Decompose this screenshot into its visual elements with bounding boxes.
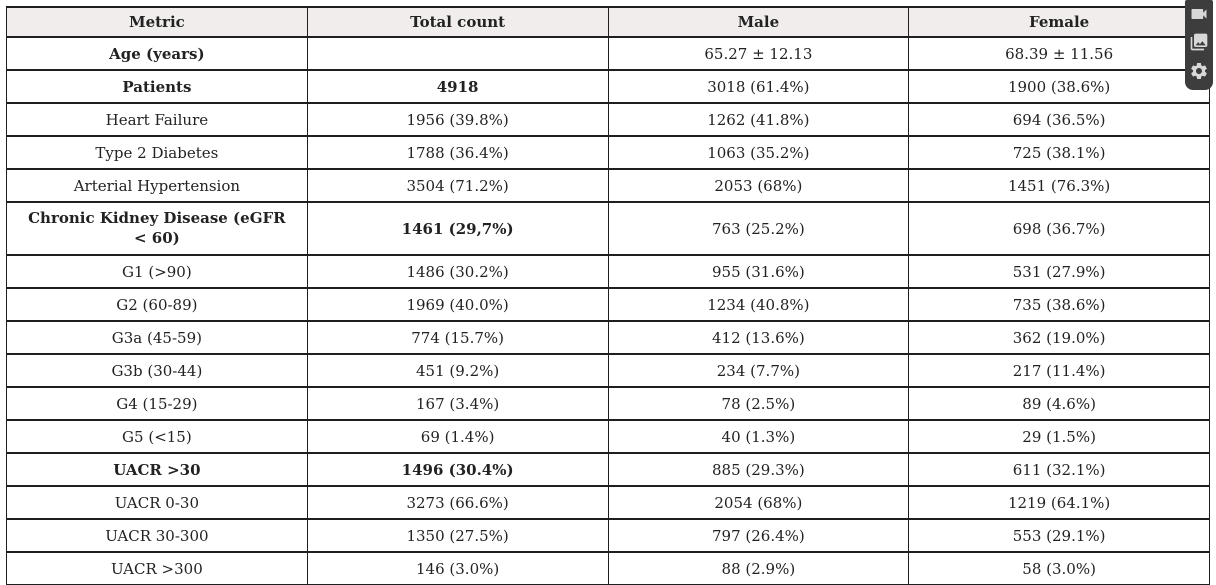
cell-total: 1350 (27.5%) [306, 518, 609, 553]
cell-male: 2053 (68%) [607, 168, 910, 203]
table-row: UACR >300 146 (3.0%) 88 (2.9%) 58 (3.0%) [6, 551, 1210, 585]
cell-metric: G2 (60-89) [6, 287, 308, 322]
cell-metric: UACR 30-300 [6, 518, 308, 553]
table-row: UACR >30 1496 (30.4%) 885 (29.3%) 611 (3… [6, 452, 1210, 487]
cell-total: 1956 (39.8%) [306, 102, 609, 137]
cell-female: 611 (32.1%) [908, 452, 1210, 487]
cell-female: 1451 (76.3%) [908, 168, 1210, 203]
cell-metric: G3a (45-59) [6, 320, 308, 355]
table-row: G2 (60-89) 1969 (40.0%) 1234 (40.8%) 735… [6, 287, 1210, 322]
settings-gear-icon [1189, 61, 1209, 84]
cell-male: 955 (31.6%) [607, 254, 910, 289]
cell-metric: G3b (30-44) [6, 353, 308, 388]
table-row: Patients 4918 3018 (61.4%) 1900 (38.6%) [6, 69, 1210, 104]
image-gallery-button[interactable] [1187, 32, 1211, 56]
cell-female: 29 (1.5%) [908, 419, 1210, 454]
cell-total: 451 (9.2%) [306, 353, 609, 388]
cell-total: 774 (15.7%) [306, 320, 609, 355]
cell-female: 89 (4.6%) [908, 386, 1210, 421]
table-row: Chronic Kidney Disease (eGFR < 60) 1461 … [6, 201, 1210, 256]
cell-female: 531 (27.9%) [908, 254, 1210, 289]
table-row: G3b (30-44) 451 (9.2%) 234 (7.7%) 217 (1… [6, 353, 1210, 388]
cell-female: 1219 (64.1%) [908, 485, 1210, 520]
cell-metric: Patients [6, 69, 308, 104]
cell-metric: Arterial Hypertension [6, 168, 308, 203]
cell-male: 412 (13.6%) [607, 320, 910, 355]
cell-total: 1461 (29,7%) [306, 201, 609, 256]
cell-female: 735 (38.6%) [908, 287, 1210, 322]
cell-metric: Heart Failure [6, 102, 308, 137]
cell-male: 78 (2.5%) [607, 386, 910, 421]
column-header-total-count: Total count [306, 6, 609, 38]
cell-metric: UACR 0-30 [6, 485, 308, 520]
cell-total: 3273 (66.6%) [306, 485, 609, 520]
cell-metric: UACR >30 [6, 452, 308, 487]
cell-metric: UACR >300 [6, 551, 308, 585]
cell-metric: G4 (15-29) [6, 386, 308, 421]
cell-male: 2054 (68%) [607, 485, 910, 520]
video-button[interactable] [1187, 3, 1211, 27]
cell-male: 885 (29.3%) [607, 452, 910, 487]
column-header-metric: Metric [6, 6, 308, 38]
table-row: G3a (45-59) 774 (15.7%) 412 (13.6%) 362 … [6, 320, 1210, 355]
cell-total: 167 (3.4%) [306, 386, 609, 421]
video-camera-icon [1189, 4, 1209, 27]
cell-female: 362 (19.0%) [908, 320, 1210, 355]
table-row: Age (years) 65.27 ± 12.13 68.39 ± 11.56 [6, 36, 1210, 71]
column-header-male: Male [607, 6, 910, 38]
cell-female: 68.39 ± 11.56 [908, 36, 1210, 71]
table-row: UACR 0-30 3273 (66.6%) 2054 (68%) 1219 (… [6, 485, 1210, 520]
cell-male: 40 (1.3%) [607, 419, 910, 454]
cell-metric: Type 2 Diabetes [6, 135, 308, 170]
cell-female: 217 (11.4%) [908, 353, 1210, 388]
table-row: G5 (<15) 69 (1.4%) 40 (1.3%) 29 (1.5%) [6, 419, 1210, 454]
cell-female: 698 (36.7%) [908, 201, 1210, 256]
table-row: Type 2 Diabetes 1788 (36.4%) 1063 (35.2%… [6, 135, 1210, 170]
cell-total: 146 (3.0%) [306, 551, 609, 585]
table-row: Arterial Hypertension 3504 (71.2%) 2053 … [6, 168, 1210, 203]
cell-total: 3504 (71.2%) [306, 168, 609, 203]
cell-metric: Age (years) [6, 36, 308, 71]
table-row: G4 (15-29) 167 (3.4%) 78 (2.5%) 89 (4.6%… [6, 386, 1210, 421]
cell-total: 4918 [306, 69, 609, 104]
cell-male: 88 (2.9%) [607, 551, 910, 585]
column-header-female: Female [908, 6, 1210, 38]
cell-female: 725 (38.1%) [908, 135, 1210, 170]
cell-metric: G1 (>90) [6, 254, 308, 289]
cell-male: 3018 (61.4%) [607, 69, 910, 104]
cell-metric: Chronic Kidney Disease (eGFR < 60) [6, 201, 308, 256]
cell-male: 1262 (41.8%) [607, 102, 910, 137]
floating-toolbar [1185, 0, 1213, 90]
cell-metric-text: Chronic Kidney Disease (eGFR < 60) [28, 209, 286, 247]
cell-total: 1788 (36.4%) [306, 135, 609, 170]
table-row: Heart Failure 1956 (39.8%) 1262 (41.8%) … [6, 102, 1210, 137]
cell-male: 65.27 ± 12.13 [607, 36, 910, 71]
cell-female: 553 (29.1%) [908, 518, 1210, 553]
cell-total: 69 (1.4%) [306, 419, 609, 454]
cell-female: 58 (3.0%) [908, 551, 1210, 585]
table-row: G1 (>90) 1486 (30.2%) 955 (31.6%) 531 (2… [6, 254, 1210, 289]
table-header-row: Metric Total count Male Female [6, 6, 1210, 38]
patient-demographics-table: Metric Total count Male Female Age (year… [6, 6, 1210, 585]
cell-total: 1496 (30.4%) [306, 452, 609, 487]
cell-male: 1234 (40.8%) [607, 287, 910, 322]
cell-male: 234 (7.7%) [607, 353, 910, 388]
cell-male: 797 (26.4%) [607, 518, 910, 553]
cell-total: 1486 (30.2%) [306, 254, 609, 289]
table-row: UACR 30-300 1350 (27.5%) 797 (26.4%) 553… [6, 518, 1210, 553]
settings-button[interactable] [1187, 60, 1211, 84]
cell-metric: G5 (<15) [6, 419, 308, 454]
cell-male: 763 (25.2%) [607, 201, 910, 256]
image-gallery-icon [1189, 32, 1209, 55]
cell-female: 1900 (38.6%) [908, 69, 1210, 104]
cell-female: 694 (36.5%) [908, 102, 1210, 137]
cell-male: 1063 (35.2%) [607, 135, 910, 170]
cell-total [306, 36, 609, 71]
cell-total: 1969 (40.0%) [306, 287, 609, 322]
